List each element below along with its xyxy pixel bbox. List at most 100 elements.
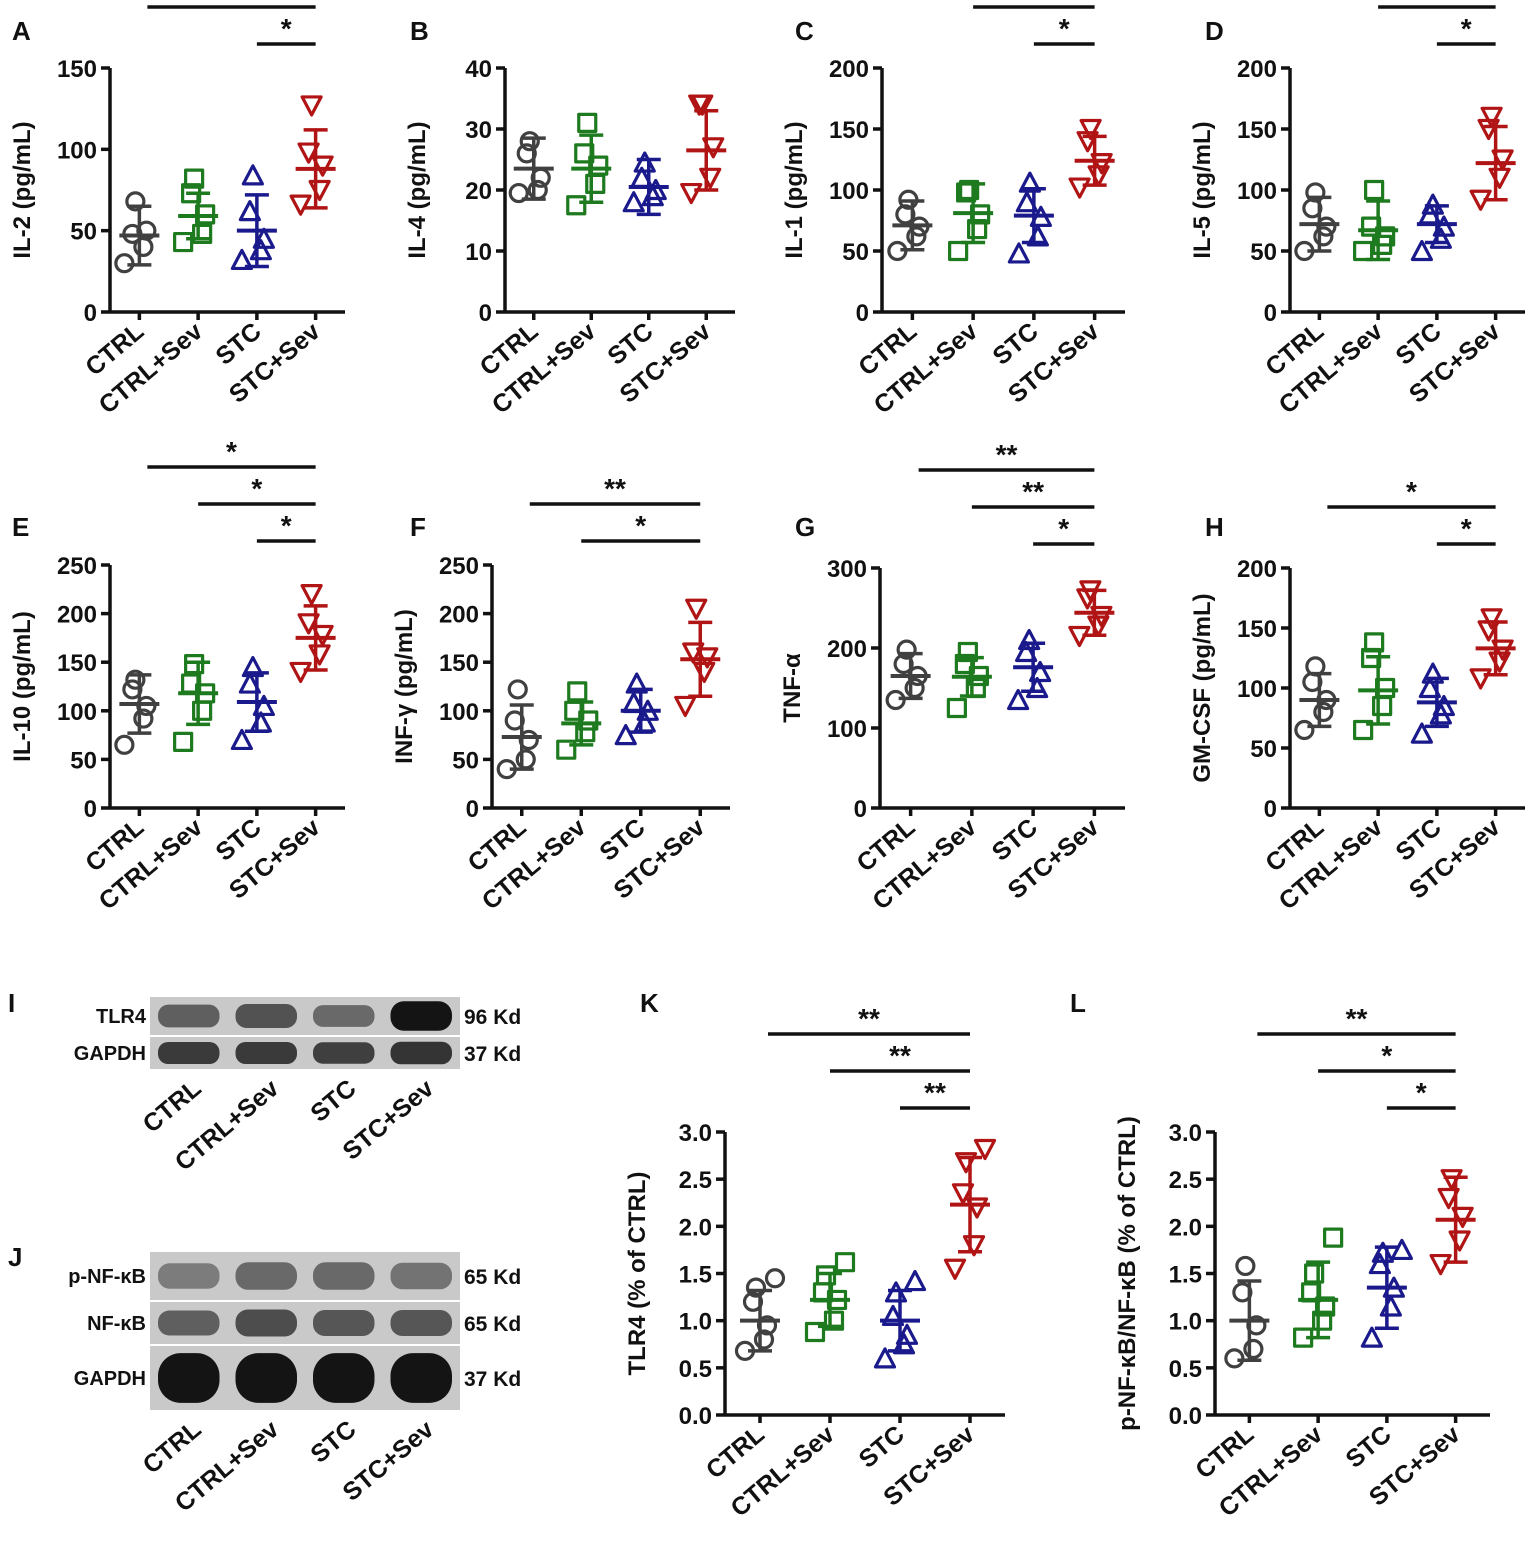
significance-label: * [1431, 0, 1442, 7]
data-point [308, 179, 331, 202]
lane-label: STC [305, 1074, 361, 1128]
data-point [252, 694, 275, 717]
blot-row-gapdh: GAPDH 37 Kd [74, 1037, 521, 1069]
series-stc-sev [289, 95, 336, 216]
panel-label: I [8, 988, 15, 1018]
data-point [577, 112, 598, 134]
data-point [1029, 660, 1052, 683]
y-tick-label: 200 [827, 636, 867, 663]
series-stc-sev [674, 598, 721, 718]
data-point [1469, 668, 1492, 690]
blot-row-nf-b: NF-κB 65 Kd [87, 1302, 521, 1344]
y-tick-label: 3.0 [679, 1120, 712, 1147]
significance-label: ** [1022, 476, 1044, 507]
blot-band [390, 1353, 452, 1403]
data-point [1313, 701, 1334, 723]
series-ctrl [496, 679, 542, 780]
significance-label: ** [996, 439, 1018, 470]
data-point [567, 681, 588, 702]
data-point [1429, 1253, 1452, 1276]
data-point [311, 155, 334, 177]
data-point [1224, 1348, 1245, 1369]
series-ctrl-sev [1353, 179, 1399, 262]
data-point [241, 655, 264, 678]
panel-label: J [8, 1242, 22, 1272]
y-tick-label: 50 [70, 219, 97, 246]
molecular-weight-label: 37 Kd [464, 1368, 521, 1391]
data-point [300, 584, 323, 606]
data-point [685, 598, 708, 620]
y-tick-label: 300 [827, 556, 867, 583]
series-stc-sev [1429, 1169, 1476, 1276]
data-point [873, 1347, 897, 1369]
blot-band [235, 1309, 297, 1337]
blot-row-gapdh: GAPDH 37 Kd [74, 1346, 521, 1410]
y-tick-label: 50 [842, 239, 869, 266]
blot-band [158, 1263, 220, 1289]
y-tick-label: 0.5 [1169, 1356, 1202, 1383]
significance-label: * [635, 510, 646, 541]
data-point [308, 644, 331, 666]
data-point [173, 731, 194, 753]
y-tick-label: 0 [854, 796, 867, 823]
data-point [973, 1138, 997, 1161]
data-point [1421, 662, 1444, 684]
blot-band [313, 1005, 375, 1027]
series-stc [622, 151, 669, 217]
series-stc [230, 164, 277, 271]
y-tick-label: 250 [57, 553, 97, 580]
panel-label: E [12, 512, 29, 542]
y-tick-label: 150 [57, 56, 97, 83]
data-point [834, 1252, 856, 1273]
panel-label: L [1070, 988, 1086, 1018]
significance-label: * [281, 13, 292, 44]
y-tick-label: 100 [57, 137, 97, 164]
data-point [1491, 149, 1514, 171]
data-point [184, 168, 205, 189]
data-point [1353, 240, 1374, 262]
data-point [238, 672, 261, 694]
lane-label: CTRL [138, 1415, 207, 1479]
y-tick-label: 0 [856, 300, 869, 327]
y-tick-label: 1.0 [1169, 1309, 1202, 1336]
data-point [1305, 182, 1326, 203]
significance-label: * [251, 473, 262, 504]
data-point [823, 1310, 845, 1331]
series-ctrl-sev [556, 681, 602, 760]
data-point [1018, 171, 1041, 193]
significance-label: ** [858, 1003, 880, 1034]
significance-label: * [1028, 0, 1039, 7]
data-point [241, 164, 264, 186]
data-point [300, 95, 323, 117]
y-tick-label: 0 [479, 300, 492, 327]
data-point [946, 697, 967, 719]
blot-band [158, 1353, 220, 1403]
data-point [1235, 1255, 1256, 1277]
data-point [249, 239, 272, 261]
data-point [1410, 722, 1433, 744]
data-point [1480, 608, 1503, 630]
blot-band [313, 1262, 375, 1290]
y-tick-label: 200 [57, 602, 97, 629]
panel-label: H [1205, 512, 1224, 542]
series-stc [873, 1269, 927, 1369]
y-tick-label: 0 [84, 796, 97, 823]
data-point [1090, 153, 1113, 175]
data-point [125, 669, 146, 690]
data-point [1323, 1227, 1344, 1248]
y-axis-label: TLR4 (% of CTRL) [624, 1172, 651, 1376]
y-axis-label: IL-2 (pg/mL) [9, 121, 36, 258]
data-point [519, 131, 540, 152]
data-point [1451, 1206, 1474, 1229]
blot-row-label: TLR4 [96, 1006, 147, 1028]
data-point [1294, 719, 1315, 741]
y-axis-label: IL-5 (pg/mL) [1189, 121, 1216, 258]
y-tick-label: 0.5 [679, 1356, 712, 1383]
y-tick-label: 100 [57, 699, 97, 726]
y-tick-label: 150 [1237, 117, 1277, 144]
panel-label: A [12, 16, 31, 46]
series-stc [614, 672, 661, 746]
